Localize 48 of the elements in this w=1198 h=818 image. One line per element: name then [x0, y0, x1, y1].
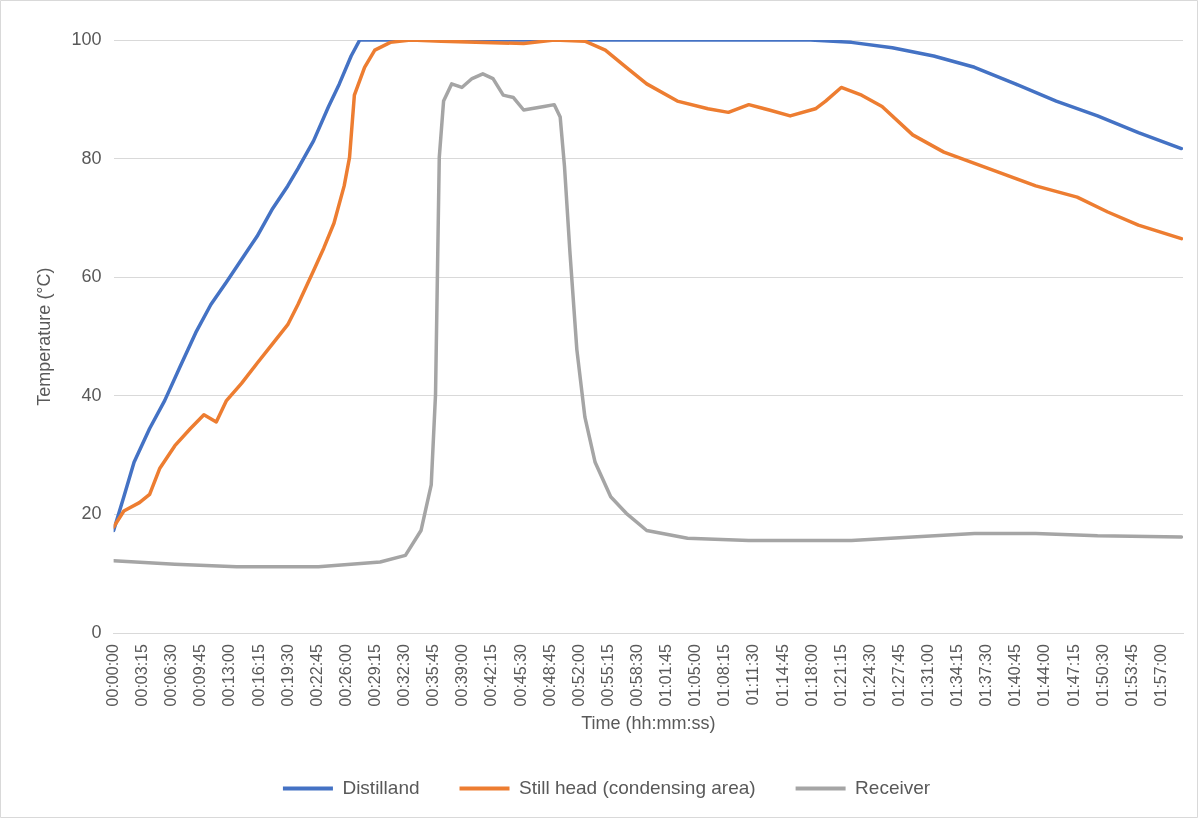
x-tick-label: 00:16:15 — [249, 644, 267, 707]
y-tick-label: 20 — [81, 503, 102, 524]
x-tick-label: 00:22:45 — [307, 644, 325, 707]
x-tick-label: 00:39:00 — [453, 644, 471, 707]
x-tick-label: 01:01:45 — [657, 644, 675, 707]
x-tick-label: 00:42:15 — [482, 644, 500, 707]
x-tick-label: 00:06:30 — [162, 644, 180, 707]
x-tick-label: 00:00:00 — [104, 644, 122, 707]
y-tick-label: 0 — [91, 622, 102, 643]
x-tick-label: 01:50:30 — [1093, 644, 1111, 707]
x-tick-label: 00:13:00 — [220, 644, 238, 707]
x-tick-label: 01:44:00 — [1035, 644, 1053, 707]
x-tick-label: 01:37:30 — [977, 644, 995, 707]
x-tick-label: 00:55:15 — [598, 644, 616, 707]
x-tick-label: 01:27:45 — [889, 644, 907, 707]
x-tick-label: 00:35:45 — [424, 644, 442, 707]
x-tick-label: 01:31:00 — [919, 644, 937, 707]
x-tick-label: 01:53:45 — [1122, 644, 1140, 707]
x-tick-label: 01:21:15 — [831, 644, 849, 707]
x-tick-label: 01:34:15 — [948, 644, 966, 707]
x-tick-label: 00:26:00 — [336, 644, 354, 707]
y-tick-label: 60 — [81, 266, 102, 287]
legend-label: Distilland — [342, 776, 420, 798]
x-tick-label: 01:11:30 — [744, 644, 762, 706]
x-tick-label: 01:57:00 — [1151, 644, 1169, 707]
x-tick-label: 01:08:15 — [715, 644, 733, 707]
x-tick-label: 01:05:00 — [686, 644, 704, 707]
x-tick-label: 00:58:30 — [627, 644, 645, 707]
y-tick-label: 40 — [81, 384, 102, 405]
x-tick-label: 00:09:45 — [191, 644, 209, 707]
x-tick-label: 01:40:45 — [1006, 644, 1024, 707]
x-tick-label: 00:03:15 — [133, 644, 151, 707]
x-tick-label: 00:29:15 — [366, 644, 384, 707]
legend-label: Receiver — [855, 776, 931, 798]
x-axis-title: Time (hh:mm:ss) — [581, 713, 716, 734]
x-tick-label: 00:52:00 — [569, 644, 587, 707]
x-tick-label: 01:18:00 — [802, 644, 820, 707]
x-tick-label: 01:47:15 — [1064, 644, 1082, 707]
x-tick-label: 00:19:30 — [278, 644, 296, 707]
y-axis-title: Temperature (°C) — [33, 267, 54, 406]
x-tick-label: 01:14:45 — [773, 644, 791, 707]
x-tick-label: 00:48:45 — [540, 644, 558, 707]
y-tick-label: 100 — [71, 28, 102, 49]
x-tick-label: 01:24:30 — [860, 644, 878, 707]
x-tick-label: 00:32:30 — [395, 644, 413, 707]
y-tick-label: 80 — [81, 147, 102, 168]
legend-label: Still head (condensing area) — [519, 776, 756, 798]
x-tick-label: 00:45:30 — [511, 644, 529, 707]
